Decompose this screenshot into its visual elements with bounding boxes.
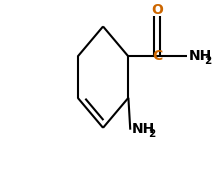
Text: O: O (152, 3, 163, 17)
Text: 2: 2 (204, 56, 212, 66)
Text: C: C (152, 49, 163, 63)
Text: NH: NH (132, 122, 155, 136)
Text: NH: NH (188, 49, 212, 63)
Text: 2: 2 (148, 129, 155, 139)
